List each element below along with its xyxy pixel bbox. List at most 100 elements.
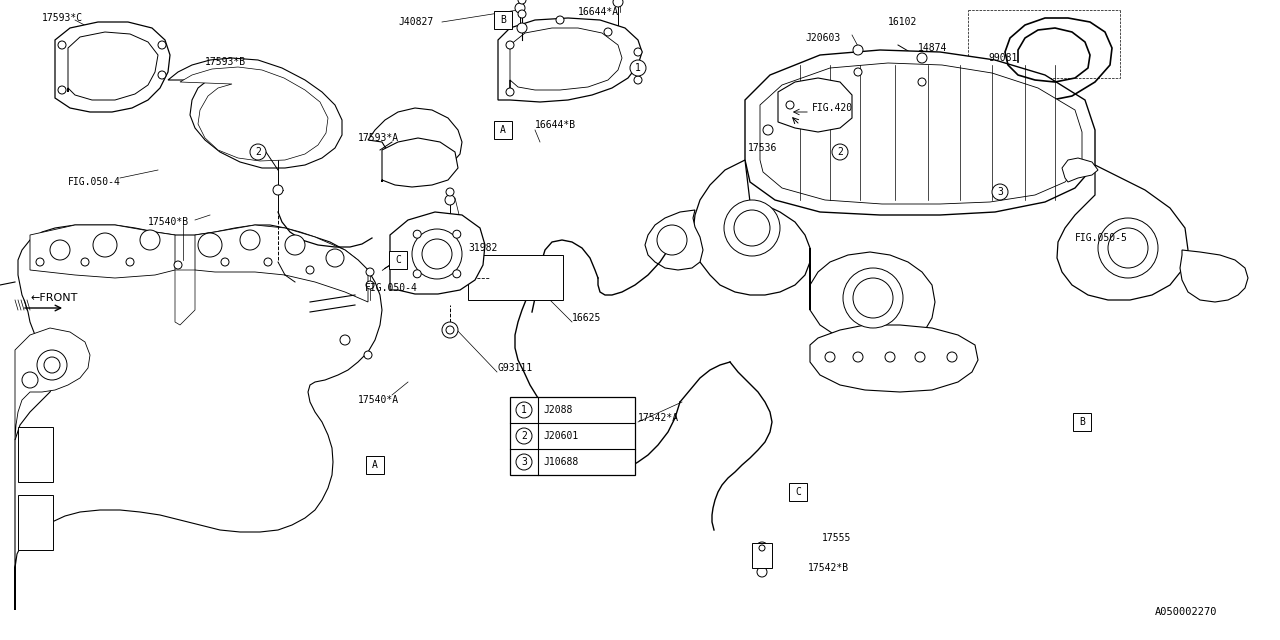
Text: 17593*A: 17593*A	[358, 133, 399, 143]
Text: A: A	[500, 125, 506, 135]
Text: 17555: 17555	[822, 533, 851, 543]
Circle shape	[1098, 218, 1158, 278]
Polygon shape	[1180, 250, 1248, 302]
Circle shape	[733, 210, 771, 246]
Circle shape	[854, 68, 861, 76]
Text: G93111: G93111	[497, 363, 532, 373]
Text: 31982: 31982	[468, 243, 498, 253]
Text: 16644*B: 16644*B	[535, 120, 576, 130]
Circle shape	[453, 270, 461, 278]
Text: 2: 2	[255, 147, 261, 157]
Text: B: B	[500, 15, 506, 25]
Text: 99081: 99081	[988, 53, 1018, 63]
Text: 16625: 16625	[572, 313, 602, 323]
Circle shape	[884, 352, 895, 362]
Polygon shape	[745, 50, 1094, 215]
Circle shape	[657, 225, 687, 255]
Bar	[494, 11, 512, 29]
Polygon shape	[15, 225, 381, 610]
Circle shape	[506, 41, 515, 49]
Bar	[1073, 413, 1091, 431]
Circle shape	[250, 144, 266, 160]
Polygon shape	[778, 78, 852, 132]
Circle shape	[759, 545, 765, 551]
Circle shape	[852, 45, 863, 55]
Polygon shape	[390, 212, 485, 294]
Circle shape	[763, 125, 773, 135]
Text: FIG.420: FIG.420	[812, 103, 854, 113]
Circle shape	[93, 233, 116, 257]
Circle shape	[556, 16, 564, 24]
Circle shape	[58, 86, 67, 94]
Text: 1: 1	[521, 405, 527, 415]
Circle shape	[44, 357, 60, 373]
Bar	[509, 397, 635, 475]
Text: 17593*B: 17593*B	[205, 57, 246, 67]
Text: 17536: 17536	[748, 143, 777, 153]
Text: 17540*A: 17540*A	[358, 395, 399, 405]
Text: J40827: J40827	[398, 17, 433, 27]
Circle shape	[366, 281, 374, 289]
Bar	[389, 251, 407, 269]
Text: 17542*B: 17542*B	[808, 563, 849, 573]
Circle shape	[634, 76, 643, 84]
Circle shape	[125, 258, 134, 266]
Circle shape	[518, 0, 526, 4]
Circle shape	[445, 326, 454, 334]
Circle shape	[852, 278, 893, 318]
Circle shape	[518, 10, 526, 18]
Circle shape	[634, 48, 643, 56]
Polygon shape	[180, 67, 328, 161]
Text: 17542*A: 17542*A	[637, 413, 680, 423]
Circle shape	[50, 240, 70, 260]
Text: FIG.050-4: FIG.050-4	[365, 283, 417, 293]
Circle shape	[515, 3, 525, 13]
Circle shape	[516, 402, 532, 418]
Polygon shape	[55, 22, 170, 112]
Polygon shape	[810, 248, 934, 345]
Text: 17593*C: 17593*C	[42, 13, 83, 23]
Polygon shape	[1057, 165, 1188, 300]
Text: 1: 1	[635, 63, 641, 73]
Circle shape	[516, 454, 532, 470]
Text: J10688: J10688	[543, 457, 579, 467]
Polygon shape	[175, 270, 195, 325]
Polygon shape	[509, 28, 622, 92]
Circle shape	[445, 195, 454, 205]
Circle shape	[273, 185, 283, 195]
Bar	[18, 495, 52, 550]
Circle shape	[916, 53, 927, 63]
Circle shape	[826, 352, 835, 362]
Circle shape	[364, 351, 372, 359]
Circle shape	[756, 542, 768, 554]
Circle shape	[412, 229, 462, 279]
Circle shape	[198, 233, 221, 257]
Text: 16644*A: 16644*A	[579, 7, 620, 17]
Polygon shape	[29, 225, 175, 278]
Circle shape	[174, 261, 182, 269]
Circle shape	[517, 23, 527, 33]
Polygon shape	[195, 225, 369, 302]
Text: C: C	[396, 255, 401, 265]
Polygon shape	[498, 18, 643, 102]
Circle shape	[366, 268, 374, 276]
Polygon shape	[15, 328, 90, 440]
Circle shape	[442, 322, 458, 338]
Bar	[753, 543, 772, 568]
Polygon shape	[369, 108, 462, 170]
Text: 2: 2	[837, 147, 844, 157]
Text: J2088: J2088	[543, 405, 572, 415]
Polygon shape	[168, 58, 342, 168]
Circle shape	[613, 0, 623, 7]
Polygon shape	[692, 160, 810, 295]
Circle shape	[221, 258, 229, 266]
Circle shape	[306, 266, 314, 274]
Text: A050002270: A050002270	[1155, 607, 1217, 617]
Text: FIG.050-5: FIG.050-5	[1075, 233, 1128, 243]
Circle shape	[453, 230, 461, 238]
Circle shape	[630, 60, 646, 76]
Polygon shape	[645, 210, 703, 270]
Text: 16102: 16102	[888, 17, 918, 27]
Polygon shape	[760, 63, 1082, 204]
Bar	[788, 483, 806, 501]
